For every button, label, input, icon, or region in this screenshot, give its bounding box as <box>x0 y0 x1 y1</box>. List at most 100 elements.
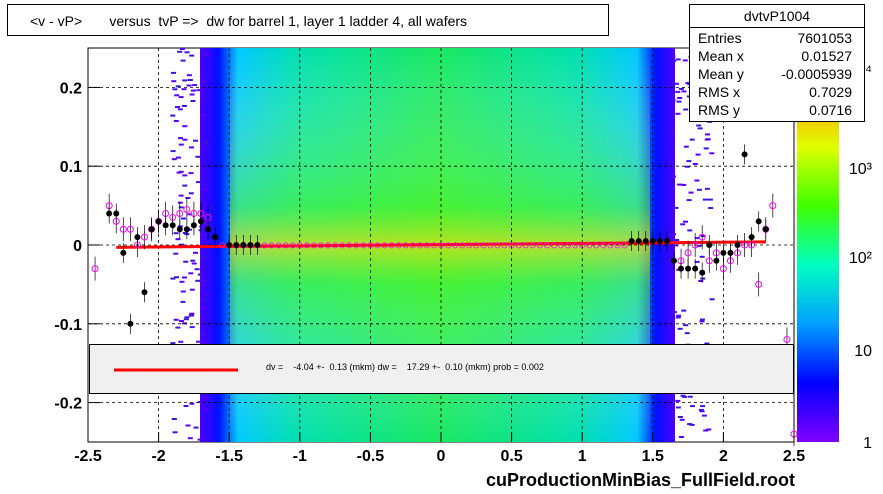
profile-black-point <box>656 238 663 245</box>
profile-black-point <box>176 226 183 233</box>
noise-cell <box>204 293 210 296</box>
noise-cell <box>172 431 178 434</box>
profile-black-point <box>197 218 204 225</box>
noise-cell <box>677 97 683 99</box>
noise-cell <box>195 155 201 158</box>
profile-open-point <box>691 241 699 249</box>
noise-cell <box>700 277 706 280</box>
profile-open-point <box>339 242 346 249</box>
profile-open-point <box>473 242 480 249</box>
profile-open-point <box>360 242 367 249</box>
noise-cell <box>197 438 203 441</box>
noise-cell <box>704 342 710 345</box>
profile-open-point <box>388 242 395 249</box>
y-tick-label: -0.1 <box>54 317 82 334</box>
noise-cell <box>178 340 184 343</box>
noise-cell <box>700 235 706 238</box>
profile-black-point <box>226 242 233 248</box>
noise-cell <box>696 244 702 247</box>
noise-cell <box>202 280 208 283</box>
profile-open-point <box>416 242 423 249</box>
noise-cell <box>684 165 690 168</box>
profile-open-point <box>550 242 557 249</box>
profile-open-point <box>565 242 572 249</box>
noise-cell <box>178 137 183 140</box>
noise-cell <box>195 279 201 282</box>
profile-open-point <box>176 209 184 217</box>
noise-cell <box>682 59 688 62</box>
noise-cell <box>202 114 208 117</box>
noise-cell <box>700 405 706 408</box>
profile-open-point <box>310 242 317 249</box>
stats-value: 0.01527 <box>801 48 852 64</box>
noise-cell <box>680 223 686 226</box>
noise-cell <box>203 50 209 53</box>
noise-cell <box>173 232 179 235</box>
noise-cell <box>170 342 176 345</box>
x-tick-label: 1.5 <box>642 448 664 465</box>
profile-open-point <box>261 242 268 249</box>
noise-cell <box>670 55 676 58</box>
noise-cell <box>685 82 691 85</box>
profile-black-point <box>120 249 127 256</box>
noise-cell <box>705 138 711 141</box>
profile-black-point <box>741 151 748 158</box>
noise-cell <box>203 188 209 191</box>
noise-cell <box>189 312 195 315</box>
profile-black-point <box>727 249 734 256</box>
profile-open-point <box>303 242 310 249</box>
profile-black-point <box>670 257 677 264</box>
noise-cell <box>196 340 201 343</box>
noise-cell <box>689 138 695 141</box>
noise-cell <box>681 309 687 312</box>
profile-open-point <box>487 242 494 249</box>
profile-open-point <box>522 242 529 249</box>
noise-cell <box>183 260 189 263</box>
noise-cell <box>704 187 710 190</box>
noise-cell <box>707 198 713 201</box>
stats-row-mean-y: Mean y -0.0005939 <box>698 65 856 83</box>
profile-open-point <box>466 242 473 249</box>
noise-cell <box>174 276 179 279</box>
noise-cell <box>170 114 176 117</box>
noise-cell <box>179 280 185 283</box>
noise-cell <box>180 290 186 293</box>
noise-cell <box>200 233 206 236</box>
profile-open-point <box>572 242 579 249</box>
stats-label: Mean x <box>698 48 744 64</box>
noise-cell <box>676 100 682 103</box>
stats-row-rms-x: RMS x 0.7029 <box>698 83 856 101</box>
profile-black-point <box>212 234 219 241</box>
noise-cell <box>175 106 180 108</box>
noise-cell <box>189 314 194 317</box>
profile-black-point <box>254 242 261 248</box>
profile-open-point <box>423 242 430 249</box>
stats-value: 7601053 <box>797 30 852 46</box>
profile-black-point <box>748 234 755 241</box>
noise-cell <box>178 96 184 99</box>
z-tick-label: 10³ <box>849 161 873 178</box>
noise-cell <box>177 108 183 111</box>
profile-open-point <box>579 242 586 249</box>
noise-cell <box>677 183 683 186</box>
footer-filename: cuProductionMinBias_FullField.root <box>486 470 796 490</box>
noise-cell <box>193 426 199 429</box>
noise-cell <box>173 120 179 122</box>
noise-cell <box>203 142 209 145</box>
noise-cell <box>670 99 676 102</box>
x-tick-label: 2 <box>719 448 728 465</box>
noise-cell <box>171 80 177 83</box>
noise-cell <box>678 436 684 438</box>
noise-cell <box>171 158 177 161</box>
profile-open-point <box>275 242 282 249</box>
noise-cell <box>190 100 196 102</box>
noise-cell <box>195 181 201 184</box>
profile-open-point <box>558 242 565 249</box>
noise-cell <box>699 320 705 323</box>
noise-cell <box>178 206 184 209</box>
title-box: <v - vP> versus tvP => dw for barrel 1, … <box>7 4 609 36</box>
profile-open-point <box>783 336 791 344</box>
noise-cell <box>696 124 702 127</box>
profile-black-point <box>233 242 240 248</box>
profile-open-point <box>515 242 522 249</box>
